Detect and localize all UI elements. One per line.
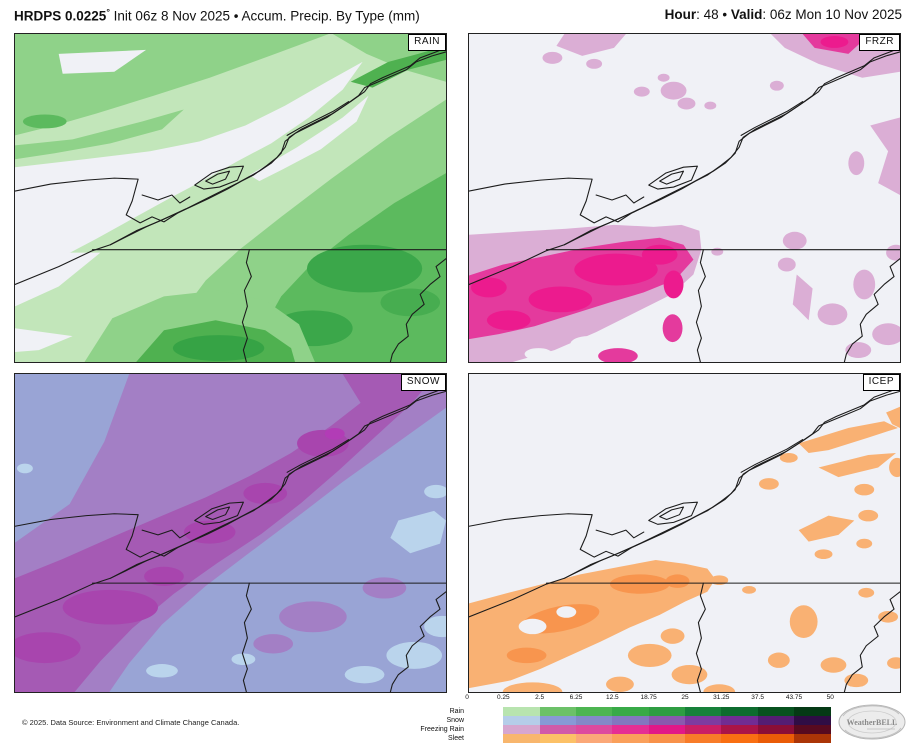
legend-cell — [721, 725, 759, 734]
legend-row-label: Snow — [446, 717, 464, 724]
panel-snow: SNOW — [14, 373, 447, 693]
legend-cell — [793, 707, 831, 716]
panel-frzr: FRZR — [468, 33, 901, 363]
icep-map — [469, 374, 900, 692]
panel-label-snow: SNOW — [400, 374, 446, 391]
legend-cell — [684, 734, 722, 743]
legend-cell — [612, 707, 650, 716]
legend-row-label: Sleet — [448, 735, 464, 742]
legend-cell — [684, 716, 722, 725]
legend-tick: 12.5 — [605, 694, 619, 701]
legend-tick: 25 — [681, 694, 689, 701]
legend-cell — [503, 716, 541, 725]
legend-cell — [648, 716, 686, 725]
rain-map — [15, 34, 446, 362]
legend-tick: 0 — [465, 694, 469, 701]
title: HRDPS 0.0225° Init 06z 8 Nov 2025 • Accu… — [14, 7, 420, 24]
logo-text: WeatherBELL — [847, 718, 898, 727]
degree-symbol: ° — [106, 7, 110, 17]
snow-map — [15, 374, 446, 692]
legend-cell — [721, 707, 759, 716]
precip-type-legend: 0 0.25 2.5 6.25 12.5 18.75 25 31.25 37.5 43.75 50 … — [400, 694, 850, 748]
legend-cell — [503, 734, 541, 743]
legend-cell — [612, 725, 650, 734]
legend-cell — [539, 707, 577, 716]
legend-row-label: Freezing Rain — [420, 726, 464, 733]
legend-tick: 43.75 — [785, 694, 803, 701]
legend-cell — [757, 716, 795, 725]
legend-cell — [648, 725, 686, 734]
legend-row-label: Rain — [449, 708, 464, 715]
legend-cell — [575, 734, 613, 743]
legend-cell — [757, 734, 795, 743]
panel-icep: ICEP — [468, 373, 901, 693]
hour-valid: Hour: 48 • Valid: 06z Mon 10 Nov 2025 — [665, 7, 902, 22]
legend-cell — [575, 716, 613, 725]
legend-cell — [721, 716, 759, 725]
legend-cell — [648, 734, 686, 743]
legend-tick: 50 — [826, 694, 834, 701]
panel-label-rain: RAIN — [408, 34, 446, 51]
legend-cell — [793, 725, 831, 734]
model-name: HRDPS 0.0225 — [14, 8, 107, 24]
legend-cell — [721, 734, 759, 743]
valid-label: Valid — [730, 7, 763, 22]
legend-tick: 18.75 — [640, 694, 657, 701]
legend-rows: Rain Snow Freezing Rain Sleet — [400, 707, 850, 745]
legend-tick: 37.5 — [751, 694, 764, 701]
legend-cell — [575, 725, 613, 734]
separator-dot: • — [718, 7, 731, 22]
legend-cell — [503, 707, 541, 716]
hour-label: Hour — [664, 7, 697, 22]
copyright-text: © 2025. Data Source: Environment and Cli… — [22, 718, 240, 727]
panel-rain: RAIN — [14, 33, 447, 363]
weatherbell-logo: WeatherBELL — [837, 700, 907, 748]
legend-cell — [793, 716, 831, 725]
legend-tick: 2.5 — [535, 694, 545, 701]
frzr-map — [469, 34, 900, 362]
legend-cell — [539, 734, 577, 743]
legend-cell — [575, 707, 613, 716]
title-subtitle: Init 06z 8 Nov 2025 • Accum. Precip. By … — [109, 8, 420, 24]
valid-value: : 06z Mon 10 Nov 2025 — [762, 7, 902, 22]
legend-cell — [793, 734, 831, 743]
legend-cell — [612, 734, 650, 743]
hour-value: : 48 — [696, 7, 719, 22]
legend-cell — [539, 725, 577, 734]
panel-label-icep: ICEP — [862, 374, 900, 391]
panel-label-frzr: FRZR — [859, 34, 900, 51]
legend-cell — [757, 725, 795, 734]
legend-cell — [503, 725, 541, 734]
legend-cell — [757, 707, 795, 716]
legend-cell — [612, 716, 650, 725]
legend-cell — [648, 707, 686, 716]
legend-tick: 0.25 — [497, 694, 510, 701]
legend-tick: 6.25 — [569, 694, 583, 701]
legend-cell — [684, 707, 722, 716]
legend-tick: 31.25 — [713, 694, 730, 701]
legend-cell — [539, 716, 577, 725]
legend-cell — [684, 725, 722, 734]
